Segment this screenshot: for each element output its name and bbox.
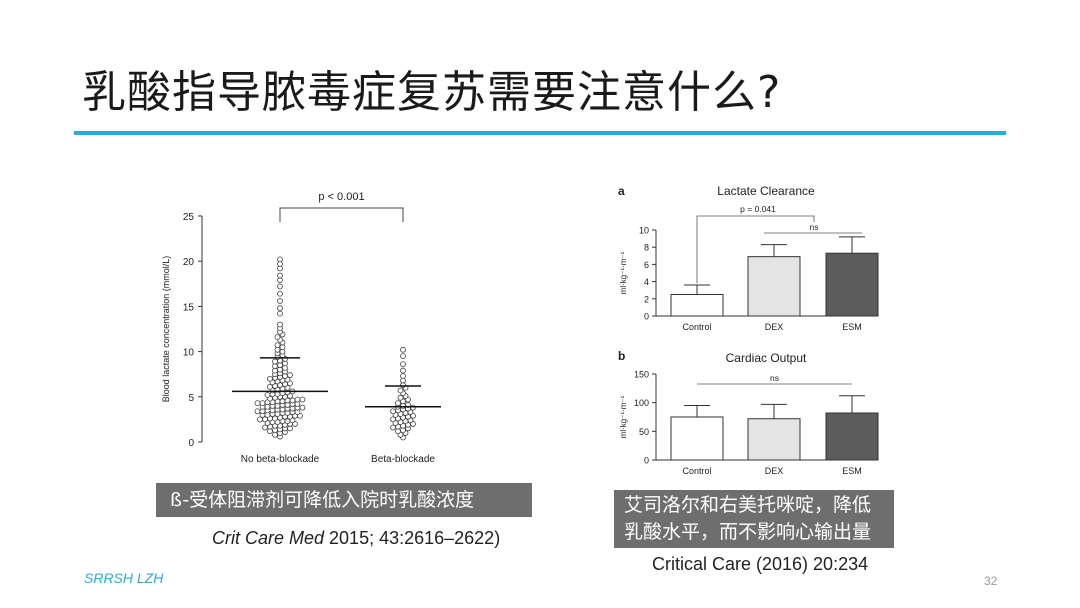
data-point [254,408,261,415]
y-tick-label: 0 [644,312,649,322]
bar [825,412,879,461]
data-point [277,290,283,297]
panel-label: b [618,349,625,363]
beta-blocker-caption: ß-受体阻滞剂可降低入院时乳酸浓度 [156,483,532,517]
citation-details: 2015; 43:2616–2622) [324,528,501,548]
p-value-annotation: p = 0.041 [740,204,776,214]
data-point [277,305,283,312]
y-tick-label: 5 [188,393,194,404]
x-category-label: ESM [842,466,862,476]
x-category-label: Control [682,466,711,476]
y-tick-label: 4 [644,277,649,287]
y-tick-label: 0 [644,456,649,466]
p-value-annotation: p < 0.001 [318,191,364,203]
data-point [277,321,283,328]
data-point [397,387,404,394]
slide-title: 乳酸指导脓毒症复苏需要注意什么? [82,67,782,118]
data-point [400,373,406,379]
title-divider [74,131,1006,135]
x-category-label: DEX [765,466,784,476]
right-citation: Critical Care (2016) 20:234 [652,554,869,574]
data-point [277,310,283,317]
data-point [395,400,401,407]
y-tick-label: 0 [188,438,194,449]
data-point [400,361,406,368]
y-tick-label: 50 [639,427,649,437]
data-point [267,375,273,382]
cardiac-output-chart: b Cardiac Output 0 50 100 150 ml·kg⁻¹·m⁻¹ Contr… [618,349,879,476]
bar [825,252,879,317]
data-point [400,353,406,360]
x-category-label: Beta-blockade [371,454,435,465]
y-axis-label: Blood lactate concentration (mmol/L) [161,256,171,403]
ns-annotation: ns [810,222,819,232]
bar [747,418,801,461]
y-tick-label: 2 [644,294,649,304]
y-tick-label: 10 [183,348,195,359]
y-tick-label: 150 [634,370,649,380]
x-category-label: DEX [765,322,784,332]
y-tick-label: 15 [183,302,195,313]
citation-journal: Crit Care Med [212,528,325,548]
y-tick-label: 25 [183,212,195,223]
significance-bracket [279,207,404,222]
significance-bracket [696,215,815,284]
y-tick-label: 8 [644,243,649,253]
esmolol-caption-line-1: 艾司洛尔和右美托咪啶，降低 [624,494,872,516]
data-point [287,372,293,379]
left-citation: Crit Care Med 2015; 43:2616–2622) [212,528,500,549]
x-category-label: ESM [842,322,862,332]
data-point [277,256,283,263]
panel-label: a [618,184,625,198]
data-point [254,400,261,407]
chart-title: Cardiac Output [726,351,807,365]
y-tick-label: 100 [634,398,649,408]
data-point [299,404,306,411]
lactate-scatter-chart: 0 5 10 15 20 25 Blood lactate concentration (m… [161,191,441,465]
data-point [294,396,301,403]
footer-label: SRRSH LZH [84,570,164,586]
chart-title: Lactate Clearance [717,184,815,198]
x-category-label: No beta-blockade [241,454,320,465]
y-axis-label: ml·kg⁻¹·m⁻¹ [619,251,628,294]
data-point [299,396,306,403]
data-point [400,346,406,353]
data-point [277,272,283,279]
data-point [397,394,404,401]
data-point [264,392,271,398]
x-category-label: Control [682,322,711,332]
data-point [274,334,281,341]
data-point [390,408,396,415]
bar [747,256,801,317]
esmolol-caption-line-2: 乳酸水平，而不影响心输出量 [624,521,872,543]
data-point [277,298,283,304]
bar [670,294,724,317]
data-point [277,283,283,290]
page-number: 32 [984,574,998,588]
data-point [410,404,416,411]
y-tick-label: 10 [639,226,649,236]
lactate-clearance-chart: a Lactate Clearance 0 2 4 6 8 10 ml·kg⁻¹·m⁻¹ Cont… [618,184,879,332]
y-tick-label: 6 [644,260,649,270]
y-axis-label: ml·kg⁻¹·m⁻¹ [619,395,628,438]
ns-annotation: ns [770,373,779,383]
esmolol-caption: 艾司洛尔和右美托咪啶，降低 乳酸水平，而不影响心输出量 [614,490,894,548]
data-point [274,342,281,349]
data-point [259,400,266,407]
bar [670,416,724,461]
y-tick-label: 20 [183,257,195,268]
data-point [400,367,406,374]
